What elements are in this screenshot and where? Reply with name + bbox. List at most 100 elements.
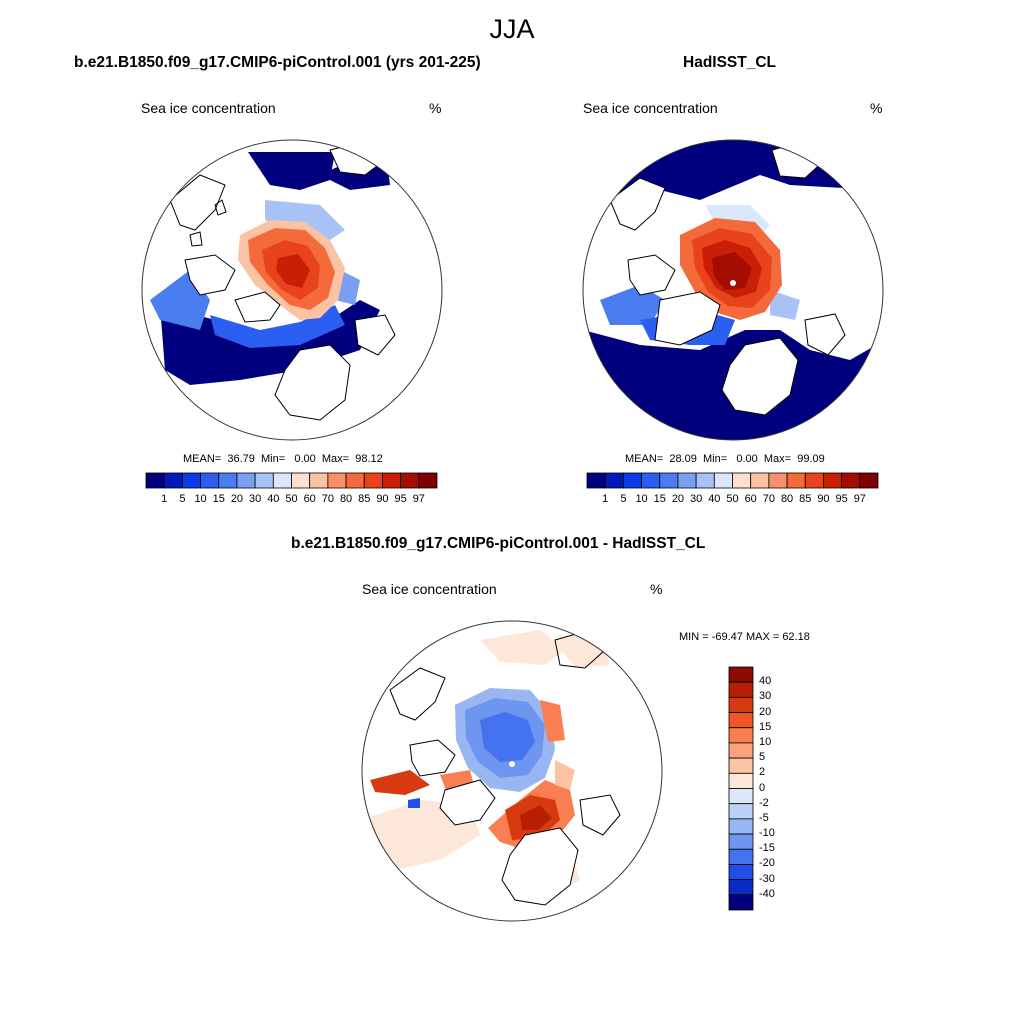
colorbar-swatch bbox=[732, 472, 752, 489]
colorbar-swatch bbox=[363, 472, 383, 489]
figure-title: JJA bbox=[489, 14, 535, 44]
colorbar-tick-label: 70 bbox=[321, 493, 334, 505]
colorbar-tick-label: 10 bbox=[759, 735, 772, 748]
colorbar-tick-label: 15 bbox=[212, 493, 225, 505]
colorbar-swatch bbox=[254, 472, 274, 489]
colorbar-tick-label: 20 bbox=[230, 493, 244, 505]
colorbar-tick-label: 70 bbox=[762, 493, 775, 505]
colorbar-tick-label: 80 bbox=[780, 493, 794, 505]
colorbar-swatch bbox=[309, 472, 329, 489]
colorbar-swatch bbox=[728, 696, 754, 713]
colorbar-tick-label: 95 bbox=[835, 493, 848, 505]
panel-2-variable: Sea ice concentration bbox=[583, 100, 718, 116]
colorbar-swatch bbox=[641, 472, 661, 489]
colorbar-tick-label: 5 bbox=[179, 493, 186, 505]
colorbar-swatch bbox=[586, 472, 606, 489]
panel-3-colorbar bbox=[728, 666, 754, 911]
colorbar-tick-label: 20 bbox=[759, 705, 772, 718]
colorbar-swatch bbox=[728, 757, 754, 774]
colorbar-swatch bbox=[418, 472, 438, 489]
map-1-boundary bbox=[141, 139, 443, 441]
colorbar-tick-label: 15 bbox=[759, 720, 772, 733]
colorbar-swatch bbox=[728, 803, 754, 820]
colorbar-swatch bbox=[695, 472, 715, 489]
colorbar-tick-label: -40 bbox=[759, 887, 775, 900]
colorbar-tick-label: -30 bbox=[759, 872, 775, 885]
colorbar-swatch bbox=[728, 848, 754, 865]
panel-2-stats: MEAN= 28.09 Min= 0.00 Max= 99.09 bbox=[625, 453, 825, 465]
colorbar-tick-label: 40 bbox=[759, 675, 772, 688]
colorbar-swatch bbox=[236, 472, 256, 489]
colorbar-swatch bbox=[750, 472, 770, 489]
colorbar-tick-label: 1 bbox=[602, 493, 609, 505]
panel-3-title: b.e21.B1850.f09_g17.CMIP6-piControl.001 … bbox=[291, 535, 706, 552]
colorbar-swatch bbox=[823, 472, 843, 489]
colorbar-swatch bbox=[145, 472, 165, 489]
map-1-polar-projection bbox=[142, 140, 442, 440]
colorbar-swatch bbox=[728, 833, 754, 850]
colorbar-swatch bbox=[400, 472, 420, 489]
colorbar-tick-label: 97 bbox=[853, 493, 866, 505]
colorbar-tick-label: 30 bbox=[759, 690, 772, 703]
colorbar-swatch bbox=[728, 818, 754, 835]
panel-2-units: % bbox=[870, 100, 883, 116]
colorbar-tick-label: 10 bbox=[635, 493, 648, 505]
colorbar-tick-label: 10 bbox=[194, 493, 207, 505]
colorbar-swatch bbox=[327, 472, 347, 489]
map-2-boundary bbox=[582, 139, 884, 441]
colorbar-swatch bbox=[728, 742, 754, 759]
colorbar-swatch bbox=[728, 666, 754, 683]
colorbar-swatch bbox=[859, 472, 879, 489]
colorbar-swatch bbox=[728, 712, 754, 729]
colorbar-swatch bbox=[786, 472, 806, 489]
colorbar-tick-label: 20 bbox=[671, 493, 685, 505]
colorbar-swatch bbox=[728, 894, 754, 911]
map-3-boundary bbox=[361, 620, 663, 922]
colorbar-swatch bbox=[659, 472, 679, 489]
colorbar-swatch bbox=[677, 472, 697, 489]
colorbar-tick-label: 5 bbox=[620, 493, 627, 505]
colorbar-tick-label: 90 bbox=[376, 493, 389, 505]
colorbar-tick-label: 97 bbox=[412, 493, 425, 505]
colorbar-swatch bbox=[604, 472, 624, 489]
colorbar-swatch bbox=[163, 472, 183, 489]
panel-3-variable: Sea ice concentration bbox=[362, 581, 497, 597]
colorbar-tick-label: -10 bbox=[759, 827, 775, 840]
colorbar-swatch bbox=[218, 472, 238, 489]
colorbar-swatch bbox=[728, 879, 754, 896]
colorbar-swatch bbox=[768, 472, 788, 489]
map-2-polar-projection bbox=[583, 140, 883, 440]
colorbar-swatch bbox=[841, 472, 861, 489]
colorbar-tick-label: 15 bbox=[653, 493, 666, 505]
panel-3-units: % bbox=[650, 581, 663, 597]
colorbar-tick-label: -5 bbox=[759, 811, 769, 824]
panel-2-colorbar bbox=[586, 472, 879, 489]
colorbar-swatch bbox=[728, 772, 754, 789]
map-3-polar-projection bbox=[362, 621, 662, 921]
colorbar-tick-label: -2 bbox=[759, 796, 769, 809]
colorbar-tick-label: 1 bbox=[161, 493, 168, 505]
colorbar-tick-label: 95 bbox=[394, 493, 407, 505]
colorbar-swatch bbox=[728, 788, 754, 805]
colorbar-tick-label: 2 bbox=[759, 766, 766, 779]
colorbar-swatch bbox=[804, 472, 824, 489]
colorbar-swatch bbox=[291, 472, 311, 489]
panel-1-units: % bbox=[429, 100, 442, 116]
colorbar-tick-label: 60 bbox=[303, 493, 316, 505]
colorbar-tick-label: 50 bbox=[285, 493, 298, 505]
colorbar-swatch bbox=[181, 472, 201, 489]
colorbar-tick-label: 0 bbox=[759, 781, 766, 794]
panel-1-colorbar bbox=[145, 472, 438, 489]
colorbar-tick-label: 85 bbox=[799, 493, 812, 505]
colorbar-tick-label: 40 bbox=[708, 493, 721, 505]
colorbar-tick-label: 85 bbox=[358, 493, 371, 505]
colorbar-swatch bbox=[200, 472, 220, 489]
colorbar-swatch bbox=[728, 681, 754, 698]
colorbar-swatch bbox=[382, 472, 402, 489]
panel-1-variable: Sea ice concentration bbox=[141, 100, 276, 116]
colorbar-tick-label: 5 bbox=[759, 751, 766, 764]
colorbar-tick-label: 30 bbox=[690, 493, 703, 505]
colorbar-tick-label: 40 bbox=[267, 493, 280, 505]
colorbar-swatch bbox=[622, 472, 642, 489]
